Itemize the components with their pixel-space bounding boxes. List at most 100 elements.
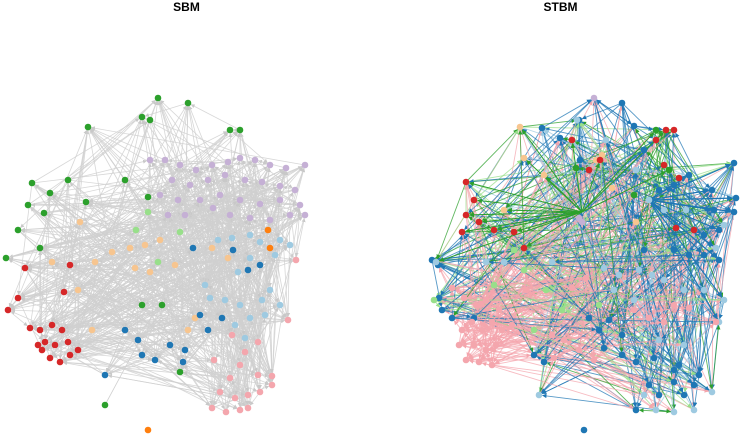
network-node-orange — [144, 426, 152, 434]
network-edge — [533, 329, 697, 376]
network-edge — [177, 180, 242, 201]
network-node-pink — [210, 356, 218, 364]
network-edge — [453, 320, 475, 346]
network-node-peach — [208, 244, 216, 252]
network-node-dark-blue — [655, 186, 663, 194]
network-edge — [563, 142, 655, 341]
network-node-green — [28, 179, 36, 187]
network-node-light-blue — [652, 406, 660, 414]
network-node-red — [34, 341, 42, 349]
network-node-lavender — [174, 196, 182, 204]
network-node-red — [4, 306, 12, 314]
network-edge — [715, 211, 735, 319]
network-node-dark-blue — [121, 326, 129, 334]
network-edge — [461, 344, 713, 393]
network-edge — [33, 327, 156, 361]
network-node-green — [184, 99, 192, 107]
network-node-peach — [540, 171, 548, 179]
network-node-dark-blue — [556, 134, 564, 142]
network-edge — [261, 181, 274, 373]
network-edge — [536, 209, 715, 354]
network-edge — [39, 180, 206, 249]
network-node-dark-blue — [618, 331, 626, 339]
network-edge — [51, 225, 81, 326]
network-node-pink — [292, 256, 300, 264]
network-edge — [295, 218, 306, 261]
network-node-light-blue — [708, 388, 716, 396]
network-node-light-blue — [246, 314, 254, 322]
network-node-pink — [241, 348, 249, 356]
network-node-green — [226, 126, 234, 134]
network-edge — [438, 263, 623, 356]
network-edge — [543, 168, 586, 176]
network-node-pink — [660, 318, 668, 326]
network-edge — [144, 102, 189, 117]
network-node-peach — [608, 184, 616, 192]
network-edge — [698, 258, 706, 376]
network-edge — [435, 254, 705, 263]
network-edge — [141, 116, 298, 204]
network-node-light-blue — [548, 258, 556, 266]
network-node-lavender — [301, 211, 309, 219]
network-node-light-blue — [648, 271, 656, 279]
network-edge — [534, 159, 597, 353]
network-edge — [437, 141, 654, 266]
network-node-peach — [191, 314, 199, 322]
network-node-light-blue — [258, 296, 266, 304]
network-edge — [49, 192, 302, 217]
network-node-light-blue — [432, 258, 440, 266]
network-node-pink — [228, 331, 236, 339]
network-edge — [231, 203, 241, 239]
network-edge — [543, 249, 714, 363]
network-node-pink — [482, 296, 490, 304]
network-node-red — [64, 338, 72, 346]
network-edge — [239, 129, 250, 267]
network-node-dark-blue — [204, 326, 212, 334]
network-edge — [174, 202, 200, 266]
sbm-network-graph — [2, 94, 309, 434]
network-node-pink — [482, 346, 490, 354]
network-node-pink — [488, 361, 496, 369]
network-node-light-blue — [635, 266, 643, 274]
network-node-light-blue — [276, 236, 284, 244]
network-node-red — [74, 346, 82, 354]
network-node-green — [138, 301, 146, 309]
network-node-light-green — [595, 301, 603, 309]
network-edge — [621, 102, 710, 188]
network-node-dark-blue — [256, 261, 264, 269]
network-edge — [463, 234, 535, 356]
network-node-light-blue — [206, 294, 214, 302]
network-node-orange — [264, 226, 272, 234]
network-edge — [10, 310, 241, 411]
network-edge — [42, 196, 149, 247]
network-node-dark-blue — [710, 206, 718, 214]
network-edge — [49, 164, 226, 359]
network-node-red — [660, 161, 668, 169]
network-node-pink — [508, 321, 516, 329]
network-edge — [507, 224, 725, 263]
network-node-green — [236, 126, 244, 134]
network-node-dark-blue — [640, 146, 648, 154]
network-edge — [104, 339, 141, 406]
network-edge — [59, 217, 167, 363]
network-edge — [254, 159, 262, 389]
network-node-light-blue — [246, 254, 254, 262]
network-node-lavender — [146, 156, 154, 164]
network-node-light-blue — [720, 221, 728, 229]
network-node-dark-blue — [189, 244, 197, 252]
network-edge — [141, 250, 191, 306]
network-edge — [431, 161, 598, 261]
network-node-dark-blue — [530, 351, 538, 359]
network-node-dark-blue — [166, 341, 174, 349]
network-edge — [673, 192, 713, 383]
network-node-light-blue — [231, 321, 239, 329]
network-edge — [32, 247, 213, 327]
network-node-pink — [582, 274, 590, 282]
network-edge — [41, 239, 230, 351]
network-edge — [187, 102, 246, 335]
network-edge — [593, 291, 702, 361]
network-node-lavender — [241, 176, 249, 184]
network-edge — [485, 157, 601, 351]
network-edge — [698, 262, 720, 376]
network-node-peach — [224, 254, 232, 262]
